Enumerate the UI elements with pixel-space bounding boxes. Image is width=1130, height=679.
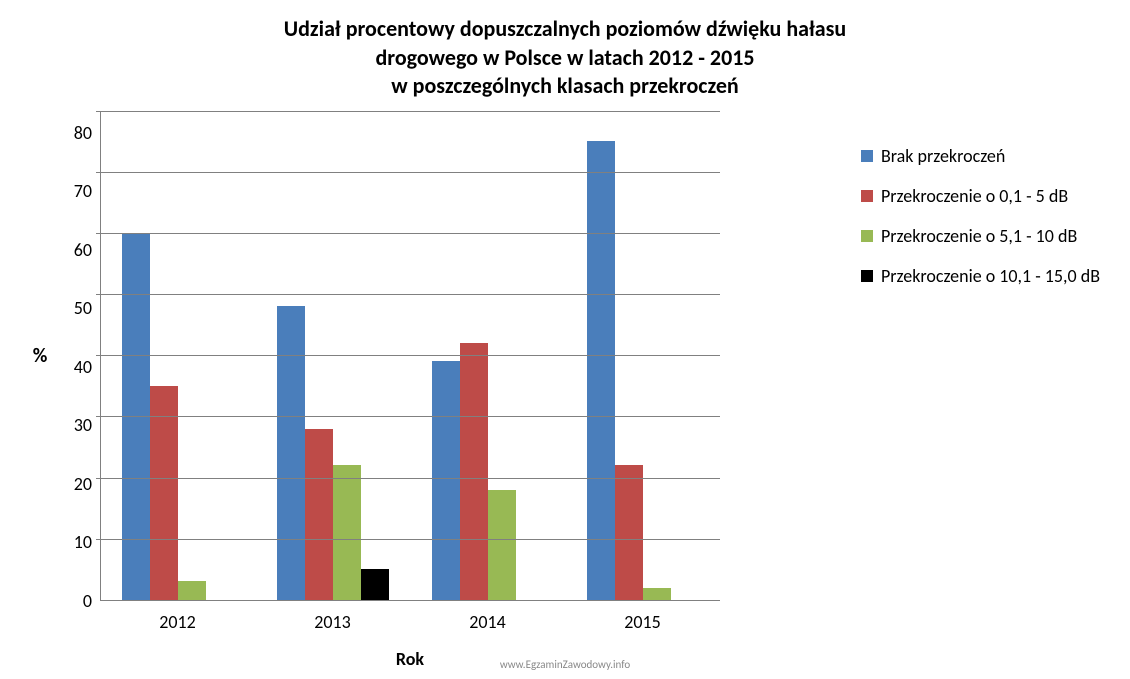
- y-axis-label: %: [20, 111, 60, 601]
- y-tick-mark: [96, 294, 101, 295]
- y-tick: 20: [74, 473, 92, 495]
- x-tick: 2013: [263, 611, 403, 633]
- legend: Brak przekroczeń Przekroczenie o 0,1 - 5 …: [861, 145, 1100, 287]
- y-tick: 50: [74, 297, 92, 319]
- legend-item: Przekroczenie o 0,1 - 5 dB: [861, 185, 1100, 207]
- gridline: [101, 416, 720, 417]
- chart-container: Udział procentowy dopuszczalnych poziomó…: [0, 0, 1130, 679]
- y-tick-mark: [96, 233, 101, 234]
- gridline: [101, 478, 720, 479]
- bar: [277, 306, 305, 599]
- y-tick: 30: [74, 414, 92, 436]
- bar: [587, 141, 615, 599]
- legend-item: Brak przekroczeń: [861, 145, 1100, 167]
- y-tick-mark: [96, 355, 101, 356]
- bar: [643, 588, 671, 600]
- legend-label: Przekroczenie o 5,1 - 10 dB: [881, 225, 1077, 247]
- y-tick: 10: [74, 531, 92, 553]
- title-line-1: Udział procentowy dopuszczalnych poziomó…: [20, 15, 1110, 44]
- bar-group: [277, 306, 389, 599]
- y-tick: 40: [74, 356, 92, 378]
- title-line-2: drogowego w Polsce w latach 2012 - 2015: [20, 44, 1110, 73]
- bar-group: [587, 141, 699, 599]
- bar: [460, 343, 488, 600]
- chart-title: Udział procentowy dopuszczalnych poziomó…: [20, 15, 1110, 101]
- gridline: [101, 294, 720, 295]
- y-tick-mark: [96, 416, 101, 417]
- bar: [333, 465, 361, 599]
- y-ticks: 80706050403020100: [60, 111, 100, 601]
- y-tick: 0: [83, 590, 92, 612]
- legend-swatch: [861, 150, 873, 162]
- bar: [432, 361, 460, 599]
- watermark: www.EgzaminZawodowy.info: [500, 658, 630, 671]
- legend-label: Brak przekroczeń: [881, 145, 1005, 167]
- x-tick: 2015: [573, 611, 713, 633]
- x-tick: 2012: [108, 611, 248, 633]
- y-tick-mark: [96, 172, 101, 173]
- y-tick-mark: [96, 111, 101, 112]
- bar: [488, 490, 516, 600]
- bar: [361, 569, 389, 600]
- legend-swatch: [861, 190, 873, 202]
- plot-with-y-ticks: 80706050403020100: [60, 111, 720, 601]
- y-tick: 60: [74, 239, 92, 261]
- bar: [305, 429, 333, 600]
- gridline: [101, 355, 720, 356]
- gridline: [101, 539, 720, 540]
- legend-label: Przekroczenie o 0,1 - 5 dB: [881, 185, 1068, 207]
- legend-item: Przekroczenie o 10,1 - 15,0 dB: [861, 265, 1100, 287]
- y-tick: 80: [74, 122, 92, 144]
- legend-label: Przekroczenie o 10,1 - 15,0 dB: [881, 265, 1100, 287]
- bar: [615, 465, 643, 599]
- legend-swatch: [861, 230, 873, 242]
- bar: [150, 386, 178, 600]
- y-tick-mark: [96, 539, 101, 540]
- title-line-3: w poszczególnych klasach przekroczeń: [20, 72, 1110, 101]
- y-tick: 70: [74, 180, 92, 202]
- x-tick: 2014: [418, 611, 558, 633]
- gridline: [101, 111, 720, 112]
- x-ticks: 2012 2013 2014 2015: [100, 611, 720, 633]
- plot-area: [100, 111, 720, 601]
- legend-swatch: [861, 270, 873, 282]
- gridline: [101, 172, 720, 173]
- gridline: [101, 233, 720, 234]
- y-tick-mark: [96, 478, 101, 479]
- legend-item: Przekroczenie o 5,1 - 10 dB: [861, 225, 1100, 247]
- bar-group: [432, 343, 544, 600]
- bar: [178, 581, 206, 599]
